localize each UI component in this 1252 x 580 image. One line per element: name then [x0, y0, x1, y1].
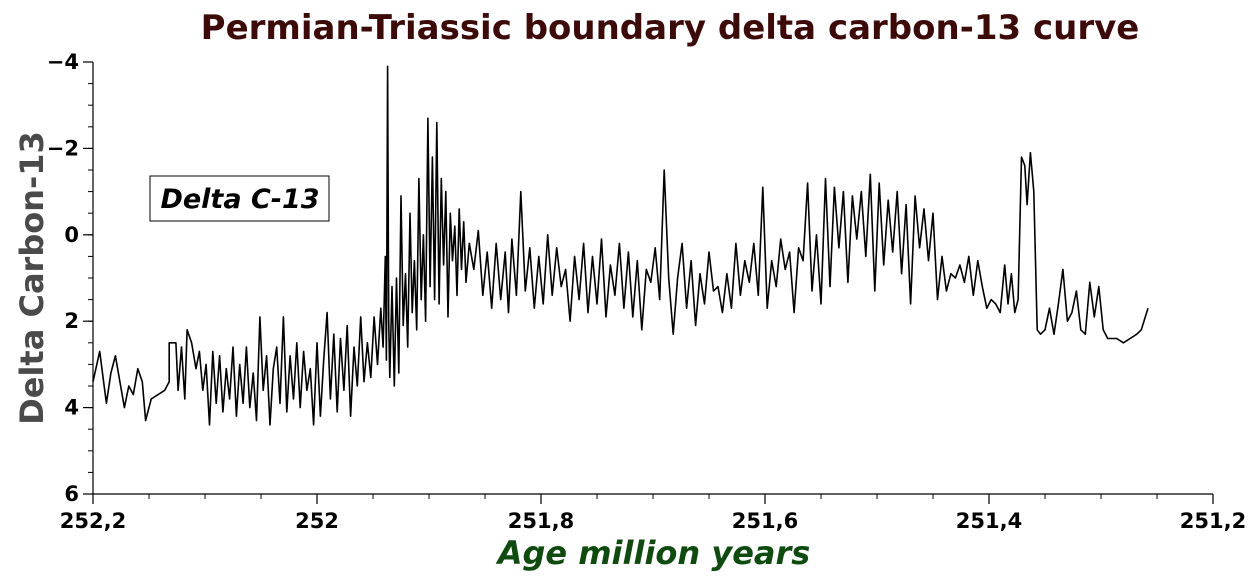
- x-tick-label: 252: [295, 509, 339, 533]
- legend-entry: Delta C-13: [160, 184, 319, 215]
- x-tick-label: 251,2: [1180, 509, 1246, 533]
- series-line-delta-c13: [92, 65, 1149, 426]
- y-tick-label: −4: [47, 50, 79, 74]
- x-tick-label: 252,2: [60, 509, 126, 533]
- y-tick-label: 2: [64, 309, 79, 333]
- y-tick-label: 0: [64, 223, 79, 247]
- y-tick-label: 4: [64, 396, 79, 420]
- axis-ticks: 252,2 252 251,8 251,6 251,4 251,2 −4 −2 0 2 4 6: [47, 50, 1246, 533]
- x-tick-label: 251,8: [508, 509, 574, 533]
- x-tick-label: 251,4: [956, 509, 1022, 533]
- x-axis-label: Age million years: [495, 534, 811, 572]
- x-tick-label: 251,6: [732, 509, 798, 533]
- y-axis-label: Delta Carbon-13: [13, 131, 51, 425]
- y-tick-label: 6: [64, 482, 79, 506]
- y-tick-label: −2: [47, 136, 79, 160]
- legend: Delta C-13: [149, 175, 330, 222]
- chart-title: Permian-Triassic boundary delta carbon-1…: [201, 8, 1140, 48]
- legend-box: [149, 175, 330, 222]
